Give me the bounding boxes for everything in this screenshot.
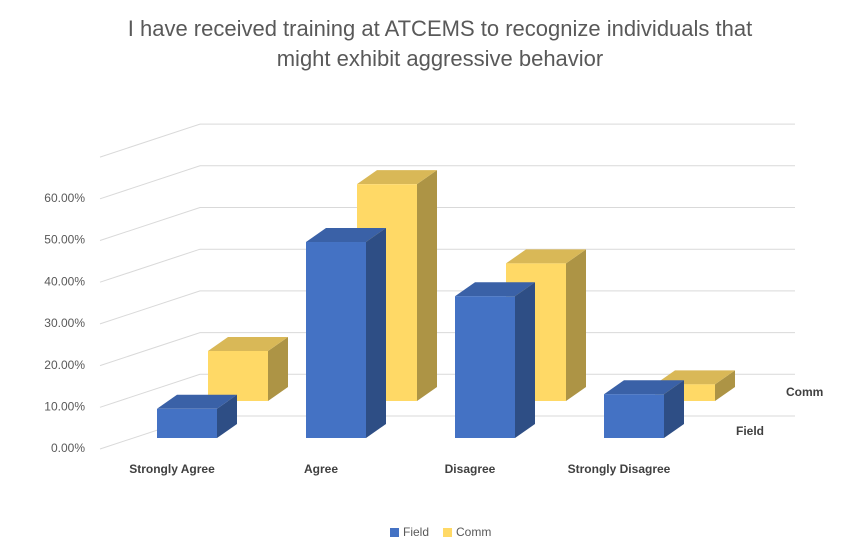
bar-side: [417, 170, 437, 401]
bar-top: [157, 394, 237, 409]
x-tick-label: Agree: [304, 462, 338, 476]
grid-line: [99, 207, 795, 241]
bar-side: [268, 336, 288, 401]
y-tick-label: 10.00%: [44, 399, 85, 413]
depth-label: Field: [736, 424, 764, 438]
legend-label: Field: [403, 525, 429, 539]
grid-line: [99, 165, 795, 200]
bar: [208, 350, 268, 401]
bar-side: [515, 282, 535, 438]
grid-line: [99, 332, 795, 367]
bar: [306, 242, 366, 438]
bar-side: [366, 228, 386, 438]
grid-line: [99, 123, 795, 158]
bar-top: [506, 249, 586, 264]
legend-swatch: [390, 528, 399, 537]
y-tick-label: 0.00%: [51, 441, 85, 455]
bar-top: [455, 282, 535, 297]
depth-label: Comm: [786, 385, 823, 399]
bar-top: [306, 228, 386, 243]
bar-side: [715, 370, 735, 401]
x-tick-label: Strongly Agree: [129, 462, 215, 476]
bar-top: [604, 380, 684, 395]
bar-side: [566, 249, 586, 401]
grid-line: [99, 373, 795, 408]
y-tick-label: 30.00%: [44, 316, 85, 330]
grid-line: [99, 248, 795, 283]
x-tick-label: Disagree: [445, 462, 496, 476]
bar-side: [664, 380, 684, 438]
y-tick-label: 40.00%: [44, 274, 85, 288]
chart-title: I have received training at ATCEMS to re…: [127, 16, 753, 71]
grid-line: [99, 290, 795, 325]
y-tick-label: 60.00%: [44, 191, 85, 205]
bar: [157, 408, 217, 438]
legend-label: Comm: [456, 525, 491, 539]
legend-swatch: [443, 528, 453, 537]
bar-top: [357, 170, 437, 185]
x-tick-label: Strongly Disagree: [568, 462, 671, 476]
y-tick-label: 50.00%: [44, 233, 85, 247]
bar-top: [208, 336, 288, 351]
bar: [604, 394, 664, 438]
bar: [455, 296, 515, 438]
bar-side: [217, 394, 237, 438]
y-tick-label: 20.00%: [44, 358, 85, 372]
